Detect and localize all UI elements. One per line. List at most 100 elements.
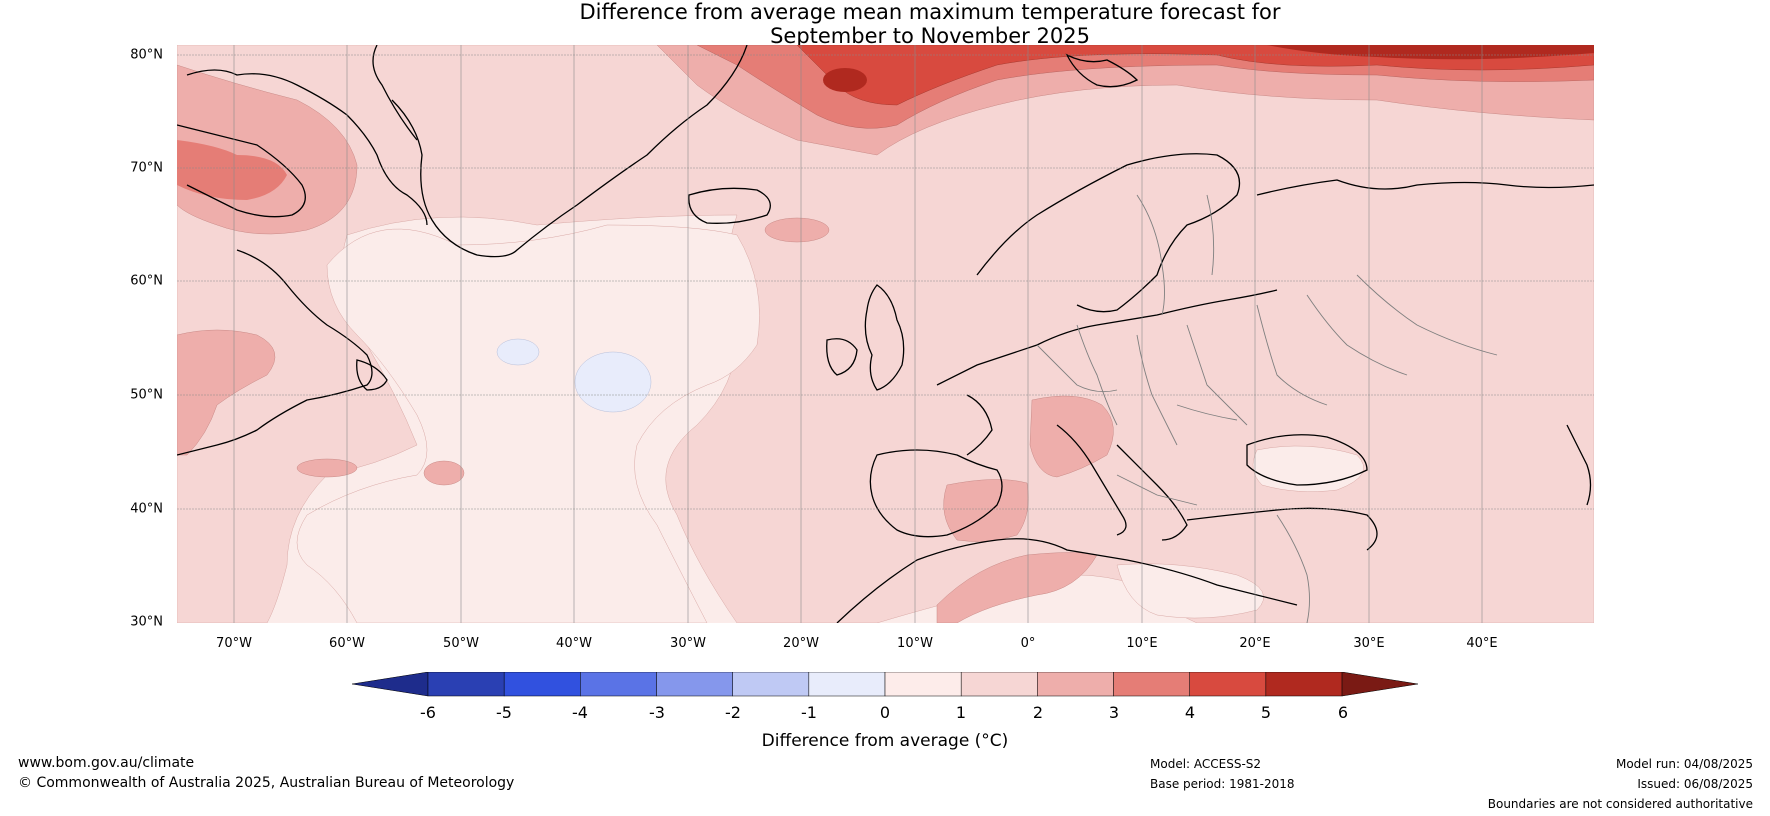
colorbar-segment [1037, 672, 1114, 697]
colorbar-segment [1113, 672, 1190, 697]
coastline-scandinavia [976, 153, 1241, 313]
colorbar-segment [1189, 672, 1267, 697]
anomaly-patch-minus1-0-b [574, 351, 652, 413]
coastline-balkans [1116, 444, 1188, 541]
coastline-continental-europe [936, 289, 1278, 386]
coastline-caspian-east [1566, 424, 1592, 506]
colorbar-segment [580, 672, 657, 697]
longitude-label-40e: 40°E [1466, 636, 1498, 651]
colorbar-tick: -2 [725, 703, 741, 722]
title-line-1: Difference from average mean maximum tem… [579, 0, 1281, 24]
colorbar-segment [503, 672, 581, 697]
coastline-north-africa [836, 538, 1298, 623]
colorbar-segment [960, 672, 1038, 697]
colorbar-label: Difference from average (°C) [761, 731, 1009, 751]
colorbar-tick: -5 [496, 703, 512, 722]
border-line [1136, 194, 1165, 316]
coastline-greenland [391, 45, 748, 258]
anomaly-patch-minus1-0-a [496, 338, 540, 366]
latitude-label-60n: 60°N [130, 273, 163, 289]
border-line [1116, 474, 1198, 506]
anomaly-patch-2-3-nw-atlantic-1 [296, 458, 358, 478]
anomaly-band-2-3-labrador [177, 329, 276, 456]
coastline-greenland-west [372, 45, 418, 141]
anomaly-patch-2-3-iberia [943, 479, 1029, 542]
border-line [1176, 404, 1238, 421]
footer-model: Model: ACCESS-S2 [1150, 757, 1262, 771]
longitude-label-20e: 20°E [1239, 636, 1271, 651]
coastline-labrador [177, 249, 373, 456]
colorbar-extend-high [1341, 672, 1418, 697]
colorbar-tick: 2 [1032, 703, 1044, 722]
anomaly-patch-5-6-greenland-sea [823, 68, 867, 92]
longitude-label-40w: 40°W [556, 636, 592, 651]
footer-issued: Issued: 06/08/2025 [1637, 777, 1753, 791]
footer-disclaimer: Boundaries are not considered authoritat… [1487, 797, 1753, 811]
border-line [1206, 194, 1215, 276]
coastline-baffin [177, 124, 306, 218]
footer-website: www.bom.gov.au/climate [18, 755, 195, 771]
longitude-label-70w: 70°W [216, 636, 252, 651]
colorbar [352, 672, 1418, 697]
border-line [1076, 324, 1118, 426]
colorbar-segment [808, 672, 886, 697]
latitude-label-30n: 30°N [130, 614, 163, 630]
colorbar-tick: -4 [572, 703, 588, 722]
coastline-italy [1056, 424, 1127, 536]
coastline-black-sea [1246, 434, 1368, 486]
longitude-label-60w: 60°W [329, 636, 365, 651]
colorbar-segment [884, 672, 962, 697]
coastlines [177, 45, 1594, 623]
longitude-label-30e: 30°E [1353, 636, 1385, 651]
graticule-meridians [233, 45, 1483, 623]
colorbar-tick: -6 [420, 703, 436, 722]
border-line [1306, 294, 1408, 376]
colorbar-extend-low [352, 672, 429, 697]
coastline-great-britain [864, 284, 905, 391]
border-line [1186, 324, 1248, 426]
coastline-ireland [826, 338, 858, 376]
anomaly-patch-2-3-iceland [764, 217, 830, 243]
colorbar-tick: 6 [1337, 703, 1349, 722]
map-title: Difference from average mean maximum tem… [0, 0, 1770, 48]
temperature-anomaly-map [177, 45, 1594, 623]
colorbar-tick: -3 [649, 703, 665, 722]
coastline-russia-arctic [1256, 179, 1594, 196]
longitude-label-0: 0° [1020, 636, 1036, 651]
country-borders [1036, 194, 1498, 623]
title-line-2: September to November 2025 [770, 24, 1090, 48]
longitude-label-10w: 10°W [897, 636, 933, 651]
latitude-label-50n: 50°N [130, 387, 163, 403]
latitude-label-80n: 80°N [130, 47, 163, 63]
longitude-label-50w: 50°W [443, 636, 479, 651]
longitude-label-20w: 20°W [783, 636, 819, 651]
coastline-iberia [869, 449, 1003, 538]
colorbar-tick: 5 [1260, 703, 1272, 722]
colorbar-tick: 3 [1108, 703, 1120, 722]
coastline-newfoundland [356, 359, 388, 391]
anomaly-band-3-4-baffin [177, 140, 287, 200]
longitude-label-10e: 10°E [1126, 636, 1158, 651]
anomaly-band-5-6-north [1267, 45, 1594, 60]
border-line [1256, 304, 1328, 406]
border-line [1036, 344, 1118, 393]
border-line [1356, 274, 1498, 356]
colorbar-segment [1265, 672, 1343, 697]
anomaly-patch-2-3-france [1029, 395, 1114, 478]
colorbar-tick: 0 [879, 703, 891, 722]
anomaly-patch-2-3-nw-atlantic-2 [423, 460, 465, 486]
colorbar-segment [427, 672, 505, 697]
colorbar-tick: -1 [801, 703, 817, 722]
latitude-label-70n: 70°N [130, 160, 163, 176]
colorbar-tick: 1 [955, 703, 967, 722]
anomaly-patch-0-1-east-med [1116, 563, 1264, 619]
colorbar-tick: 4 [1184, 703, 1196, 722]
colorbar-segment [732, 672, 810, 697]
coastline-turkey [1186, 507, 1378, 551]
coastline-bay-of-biscay [966, 394, 993, 456]
footer-copyright: © Commonwealth of Australia 2025, Austra… [18, 775, 515, 791]
border-line [1276, 514, 1310, 623]
coastline-svalbard [1065, 53, 1139, 88]
coastline-iceland [688, 187, 771, 224]
anomaly-patch-0-1-black-sea [1252, 445, 1364, 492]
